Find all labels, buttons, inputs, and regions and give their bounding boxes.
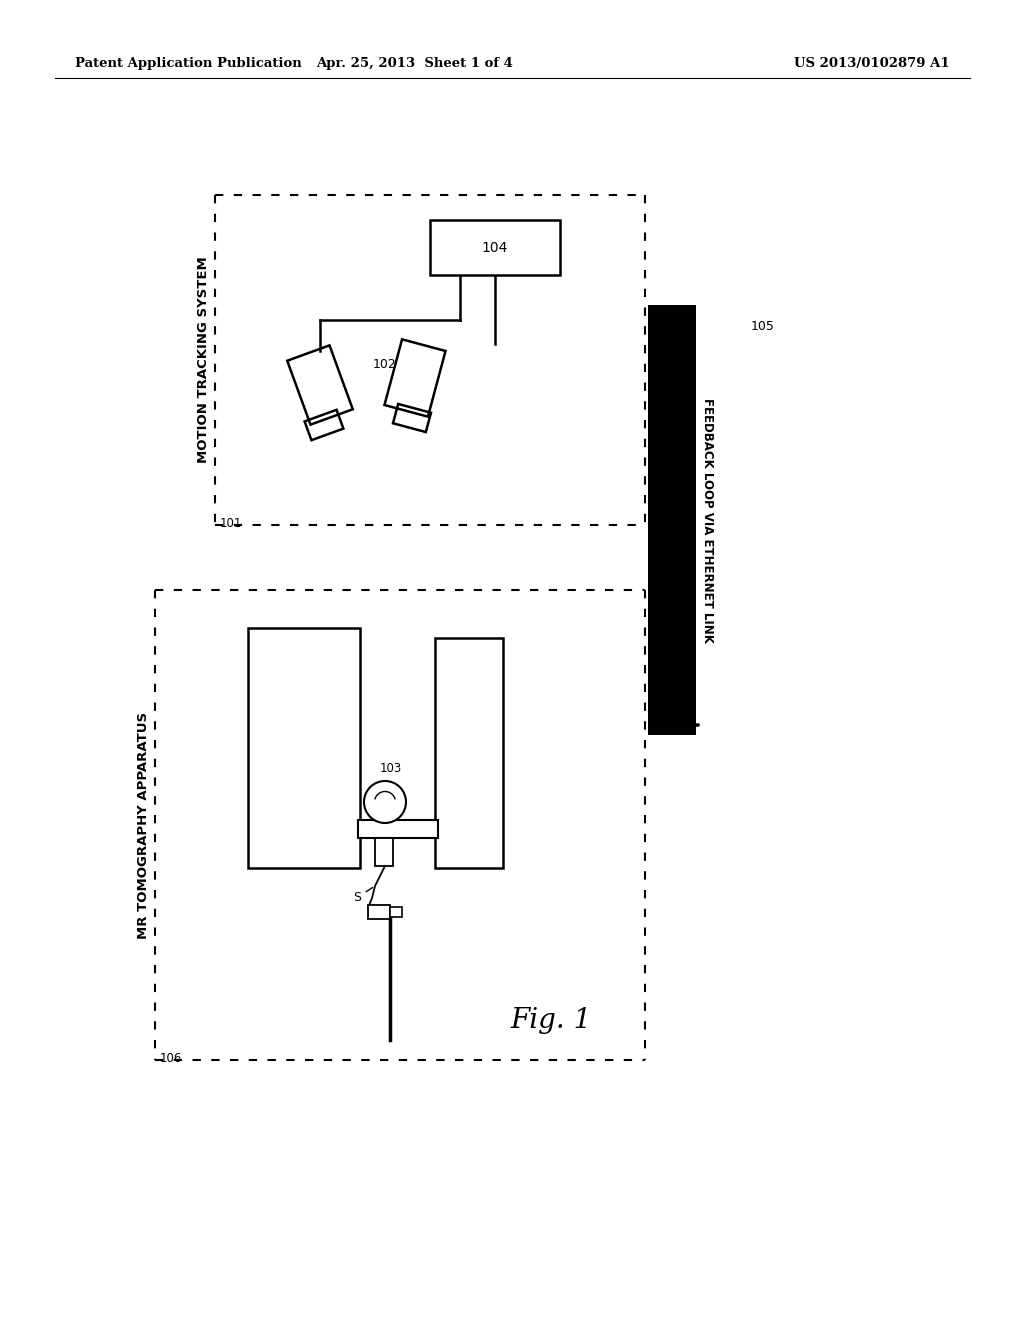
Bar bbox=[430, 220, 560, 275]
Text: 103: 103 bbox=[380, 763, 402, 776]
Text: S: S bbox=[353, 887, 373, 904]
Text: 106: 106 bbox=[160, 1052, 182, 1065]
Bar bbox=[368, 906, 390, 919]
Bar bbox=[648, 305, 696, 735]
Text: FEEDBACK LOOP VIA ETHERNET LINK: FEEDBACK LOOP VIA ETHERNET LINK bbox=[701, 397, 715, 643]
Text: 102: 102 bbox=[373, 359, 396, 371]
Text: 105: 105 bbox=[751, 319, 775, 333]
Text: MR TOMOGRAPHY APPARATUS: MR TOMOGRAPHY APPARATUS bbox=[137, 711, 150, 939]
Bar bbox=[248, 628, 360, 869]
Text: 104: 104 bbox=[482, 240, 508, 255]
Bar bbox=[375, 838, 393, 866]
Text: US 2013/0102879 A1: US 2013/0102879 A1 bbox=[795, 58, 950, 70]
Text: 101: 101 bbox=[220, 517, 243, 531]
Text: Apr. 25, 2013  Sheet 1 of 4: Apr. 25, 2013 Sheet 1 of 4 bbox=[316, 58, 513, 70]
Bar bbox=[390, 907, 402, 917]
Text: Patent Application Publication: Patent Application Publication bbox=[75, 58, 302, 70]
Bar bbox=[435, 638, 503, 869]
Bar bbox=[358, 820, 438, 838]
Text: Fig. 1: Fig. 1 bbox=[510, 1006, 591, 1034]
Circle shape bbox=[364, 781, 406, 822]
Text: MOTION TRACKING SYSTEM: MOTION TRACKING SYSTEM bbox=[197, 256, 210, 463]
